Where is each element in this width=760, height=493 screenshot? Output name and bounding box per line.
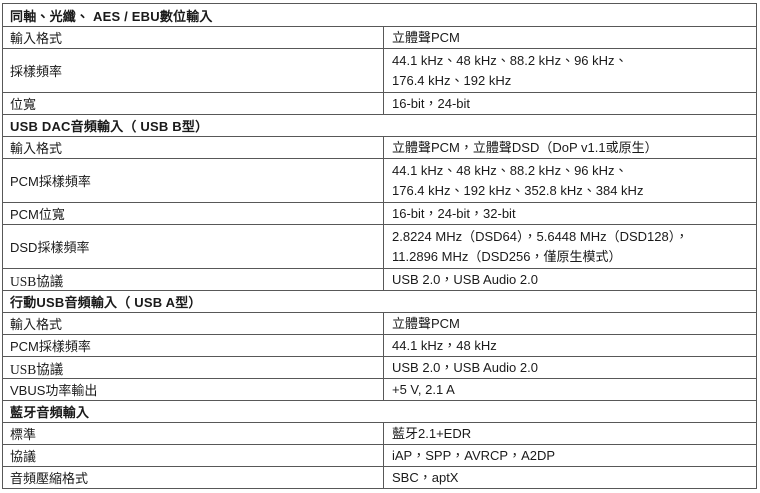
spec-label: 協議: [10, 449, 37, 464]
spec-row: 採樣頻率 44.1 kHz、48 kHz、88.2 kHz、96 kHz、 176.…: [3, 48, 756, 92]
spec-row: 輸入格式 立體聲PCM，立體聲DSD（DoP v1.1或原生）: [3, 136, 756, 158]
spec-value-line: 藍牙2.1+EDR: [392, 425, 472, 441]
spec-value: iAP，SPP，AVRCP，A2DP: [383, 445, 756, 466]
spec-value-line: iAP，SPP，AVRCP，A2DP: [392, 447, 556, 463]
spec-value-line: 176.4 kHz、192 kHz、352.8 kHz、384 kHz: [392, 182, 644, 198]
spec-value: 立體聲PCM: [383, 313, 756, 334]
spec-label: 標準: [10, 427, 37, 442]
spec-label: 輸入格式: [10, 141, 63, 156]
spec-row: USB協議 USB 2.0，USB Audio 2.0: [3, 268, 756, 290]
spec-value-line: 44.1 kHz，48 kHz: [392, 337, 497, 353]
spec-value-line: +5 V, 2.1 A: [392, 381, 455, 397]
spec-label: VBUS功率輸出: [10, 383, 98, 398]
spec-value: 2.8224 MHz（DSD64），5.6448 MHz（DSD128）， 11.…: [383, 225, 756, 268]
spec-label: 採樣頻率: [10, 64, 63, 79]
spec-value: 立體聲PCM，立體聲DSD（DoP v1.1或原生）: [383, 137, 756, 158]
spec-label: USB協議: [10, 361, 64, 377]
spec-label: PCM採樣頻率: [10, 174, 91, 189]
spec-value-line: USB 2.0，USB Audio 2.0: [392, 271, 538, 287]
spec-value: 44.1 kHz、48 kHz、88.2 kHz、96 kHz、 176.4 kH…: [383, 159, 756, 202]
spec-value: 44.1 kHz、48 kHz、88.2 kHz、96 kHz、 176.4 kH…: [383, 49, 756, 92]
spec-row: 輸入格式 立體聲PCM: [3, 26, 756, 48]
spec-label: 位寬: [10, 97, 37, 112]
spec-value-line: 16-bit，24-bit: [392, 95, 471, 111]
spec-row: PCM採樣頻率 44.1 kHz，48 kHz: [3, 334, 756, 356]
spec-label: PCM採樣頻率: [10, 339, 91, 354]
spec-label: DSD採樣頻率: [10, 240, 90, 255]
spec-value-line: 44.1 kHz、48 kHz、88.2 kHz、96 kHz、: [392, 162, 628, 178]
spec-value: +5 V, 2.1 A: [383, 379, 756, 400]
spec-value-line: 2.8224 MHz（DSD64），5.6448 MHz（DSD128），: [392, 228, 689, 244]
spec-row: 位寬 16-bit，24-bit: [3, 92, 756, 114]
spec-row: 音頻壓縮格式 SBC，aptX: [3, 466, 756, 488]
spec-value: 44.1 kHz，48 kHz: [383, 335, 756, 356]
spec-label: USB協議: [10, 273, 64, 289]
section-header: 行動USB音頻輸入（ USB A型）: [3, 290, 756, 312]
spec-value-line: 立體聲PCM: [392, 29, 460, 45]
spec-value: 16-bit，24-bit，32-bit: [383, 203, 756, 224]
spec-row: USB協議 USB 2.0，USB Audio 2.0: [3, 356, 756, 378]
spec-row: 協議 iAP，SPP，AVRCP，A2DP: [3, 444, 756, 466]
spec-value: USB 2.0，USB Audio 2.0: [383, 269, 756, 290]
spec-row: DSD採樣頻率 2.8224 MHz（DSD64），5.6448 MHz（DSD1…: [3, 224, 756, 268]
audio-input-spec-table: 同軸、光纖、 AES / EBU數位輸入 輸入格式 立體聲PCM 採樣頻率 44.1 k…: [2, 3, 757, 489]
spec-label: 輸入格式: [10, 31, 63, 46]
spec-row: PCM位寬 16-bit，24-bit，32-bit: [3, 202, 756, 224]
spec-row: 標準 藍牙2.1+EDR: [3, 422, 756, 444]
spec-value-line: 16-bit，24-bit，32-bit: [392, 205, 516, 221]
spec-row: 輸入格式 立體聲PCM: [3, 312, 756, 334]
section-header: USB DAC音頻輸入（ USB B型）: [3, 114, 756, 136]
spec-value: USB 2.0，USB Audio 2.0: [383, 357, 756, 378]
spec-row: PCM採樣頻率 44.1 kHz、48 kHz、88.2 kHz、96 kHz、 1…: [3, 158, 756, 202]
spec-value-line: 44.1 kHz、48 kHz、88.2 kHz、96 kHz、: [392, 52, 628, 68]
spec-value-line: SBC，aptX: [392, 469, 459, 485]
spec-label: 音頻壓縮格式: [10, 471, 89, 486]
spec-value: SBC，aptX: [383, 467, 756, 488]
spec-value: 藍牙2.1+EDR: [383, 423, 756, 444]
spec-value-line: 11.2896 MHz（DSD256，僅原生模式）: [392, 248, 622, 264]
spec-value: 立體聲PCM: [383, 27, 756, 48]
spec-label: PCM位寬: [10, 207, 65, 222]
spec-value-line: USB 2.0，USB Audio 2.0: [392, 359, 538, 375]
spec-value-line: 立體聲PCM: [392, 315, 460, 331]
spec-row: VBUS功率輸出 +5 V, 2.1 A: [3, 378, 756, 400]
section-header: 藍牙音頻輸入: [3, 400, 756, 422]
spec-label: 輸入格式: [10, 317, 63, 332]
spec-value: 16-bit，24-bit: [383, 93, 756, 114]
spec-value-line: 立體聲PCM，立體聲DSD（DoP v1.1或原生）: [392, 139, 658, 155]
section-header: 同軸、光纖、 AES / EBU數位輸入: [10, 8, 213, 24]
spec-value-line: 176.4 kHz、192 kHz: [392, 72, 512, 88]
